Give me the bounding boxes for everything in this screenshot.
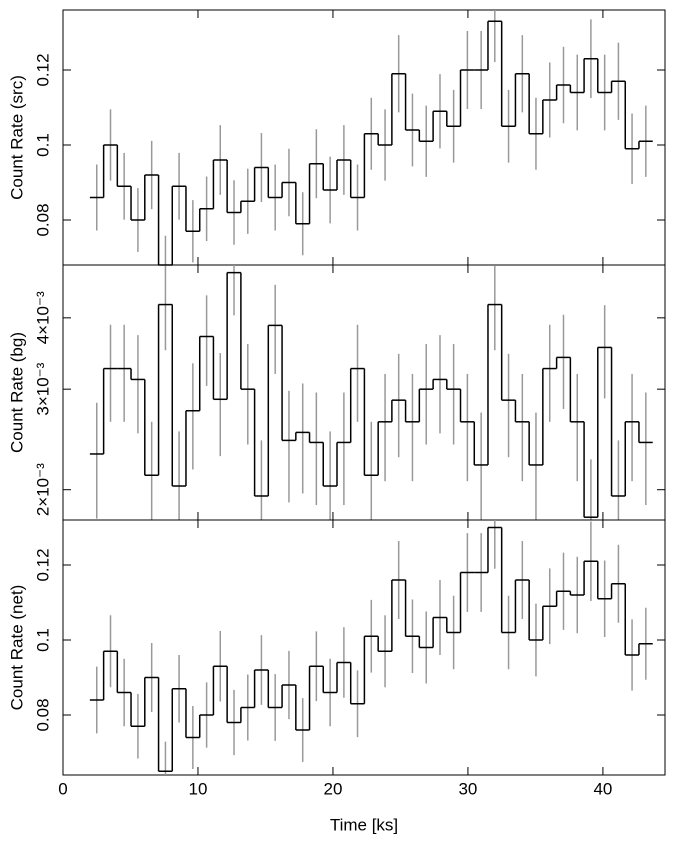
y-tick-label: 2×10⁻³ xyxy=(33,463,52,516)
y-tick-label: 0.1 xyxy=(33,133,52,157)
y-tick-label: 4×10⁻³ xyxy=(33,291,52,344)
x-axis-label: Time [ks] xyxy=(330,815,398,834)
plot-frame xyxy=(62,519,666,776)
y-tick-label: 0.12 xyxy=(33,53,52,86)
y-axis-label: Count Rate (src) xyxy=(7,75,26,200)
x-tick-label: 0 xyxy=(58,779,67,798)
y-tick-label: 0.08 xyxy=(33,203,52,236)
y-tick-label: 0.1 xyxy=(33,628,52,652)
x-tick-label: 10 xyxy=(189,779,208,798)
y-axis-label: Count Rate (bg) xyxy=(7,332,26,453)
y-axis-label: Count Rate (net) xyxy=(7,585,26,711)
y-tick-label: 0.12 xyxy=(33,548,52,581)
x-tick-label: 40 xyxy=(593,779,612,798)
x-tick-label: 20 xyxy=(323,779,342,798)
y-tick-label: 3×10⁻³ xyxy=(33,362,52,415)
x-tick-label: 30 xyxy=(458,779,477,798)
y-tick-label: 0.08 xyxy=(33,698,52,731)
